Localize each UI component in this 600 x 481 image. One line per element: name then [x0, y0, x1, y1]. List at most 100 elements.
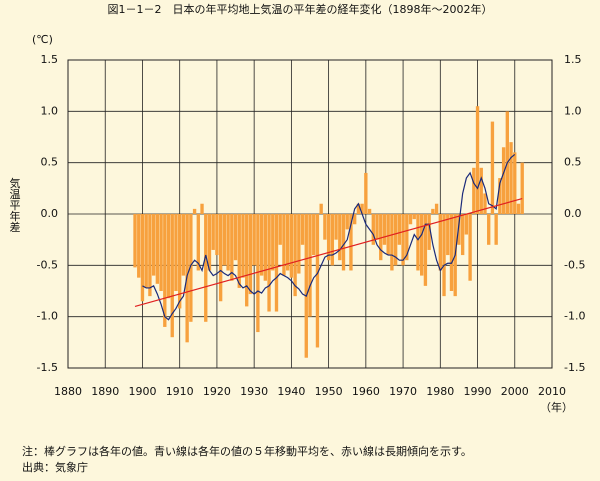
- bar: [237, 214, 241, 288]
- bar: [200, 203, 204, 214]
- bar: [323, 214, 327, 240]
- x-tick-label: 1930: [240, 385, 268, 398]
- bar: [516, 203, 521, 214]
- y-tick-label: -0.5: [37, 258, 58, 271]
- x-tick-label: 1980: [426, 385, 454, 398]
- bar: [289, 214, 294, 278]
- bar: [222, 214, 227, 266]
- bar: [397, 214, 402, 245]
- bar: [513, 152, 517, 214]
- bar: [312, 214, 316, 256]
- bar: [360, 203, 364, 214]
- bar: [498, 178, 502, 214]
- bar: [196, 214, 200, 271]
- bar: [464, 214, 469, 235]
- bar: [353, 214, 357, 225]
- x-tick-label: 1970: [389, 385, 417, 398]
- bar: [509, 142, 513, 214]
- x-unit: （年）: [540, 400, 573, 414]
- bar: [379, 214, 383, 261]
- bar: [241, 214, 245, 278]
- bar: [412, 214, 416, 220]
- bar: [174, 214, 178, 291]
- bar: [166, 214, 171, 299]
- bar: [468, 214, 472, 281]
- x-tick-label: 2000: [501, 385, 529, 398]
- bar: [375, 214, 379, 240]
- y2-tick-label: -1.0: [564, 310, 585, 323]
- bar: [163, 214, 167, 327]
- bar: [520, 162, 524, 214]
- bar: [252, 214, 256, 266]
- note: 注：棒グラフは各年の値。青い線は各年の値の５年移動平均を、赤い線は長期傾向を示す…: [22, 444, 472, 458]
- y2-tick-label: 1.5: [564, 53, 582, 66]
- bar: [367, 208, 372, 214]
- bar: [341, 214, 346, 271]
- bar: [330, 214, 335, 266]
- x-tick-label: 1900: [128, 385, 156, 398]
- bar: [431, 208, 435, 214]
- bar: [297, 214, 301, 274]
- plot-border: [67, 59, 553, 369]
- bar: [267, 214, 271, 312]
- y-tick-label: 1.0: [41, 104, 59, 117]
- bar: [155, 214, 160, 284]
- bar: [204, 214, 208, 322]
- bar: [490, 121, 495, 214]
- bar: [215, 214, 219, 256]
- line: [134, 198, 523, 307]
- bar: [308, 214, 312, 317]
- y2-tick-label: 1.0: [564, 104, 582, 117]
- x-tick-label: 1960: [352, 385, 380, 398]
- bar: [393, 214, 398, 266]
- bar: [230, 214, 234, 281]
- bar: [434, 203, 439, 214]
- bar: [457, 214, 461, 245]
- bar: [144, 214, 148, 288]
- bar: [133, 214, 137, 268]
- bar: [416, 214, 420, 271]
- bar: [207, 214, 212, 271]
- bar: [278, 214, 282, 245]
- y-tick-label: -1.5: [37, 361, 58, 374]
- line: [142, 153, 516, 321]
- x-tick-label: 1920: [203, 385, 231, 398]
- bar: [245, 214, 249, 307]
- bar: [401, 214, 405, 266]
- bar: [233, 214, 238, 261]
- x-tick-label: 1910: [166, 385, 194, 398]
- bar: [159, 214, 163, 291]
- bar: [293, 214, 297, 297]
- bar: [319, 203, 323, 214]
- bar: [271, 214, 275, 271]
- bar: [427, 214, 431, 250]
- bar: [315, 214, 320, 348]
- bar: [423, 214, 428, 286]
- bar: [349, 214, 353, 271]
- bar: [151, 214, 156, 276]
- y-tick-label: 0.0: [41, 207, 59, 220]
- bar: [218, 214, 223, 302]
- bar: [483, 193, 487, 214]
- bar: [382, 214, 387, 245]
- bar: [338, 214, 342, 261]
- bar: [256, 214, 260, 333]
- bar: [345, 214, 349, 230]
- bar: [364, 172, 368, 214]
- bar: [390, 214, 394, 271]
- x-tick-label: 1880: [54, 385, 82, 398]
- bar: [178, 214, 182, 309]
- x-tick-label: 1940: [277, 385, 305, 398]
- chart-title: 図1－1－2 日本の年平均地上気温の平年差の経年変化（1898年～2002年）: [108, 2, 493, 16]
- bar: [148, 214, 152, 297]
- bar: [170, 214, 174, 338]
- bar: [472, 167, 476, 214]
- bar: [263, 214, 267, 281]
- bar: [501, 147, 506, 214]
- bar: [356, 203, 361, 214]
- y-tick-label: 1.5: [41, 53, 59, 66]
- bar: [181, 214, 186, 276]
- bar: [479, 167, 483, 214]
- y-axis-label: 気温平年差: [8, 176, 21, 232]
- bar: [334, 214, 338, 240]
